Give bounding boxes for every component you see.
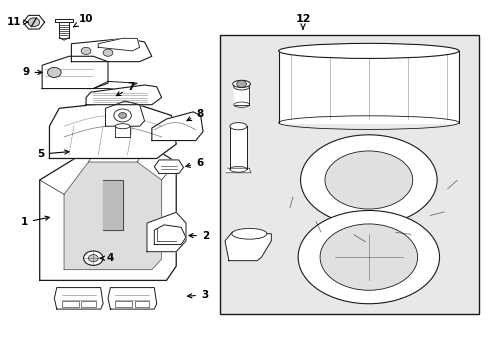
Ellipse shape (115, 124, 130, 129)
Circle shape (119, 113, 126, 118)
Ellipse shape (300, 135, 436, 225)
Polygon shape (108, 288, 157, 309)
Polygon shape (225, 168, 250, 173)
Polygon shape (224, 232, 271, 261)
Ellipse shape (278, 43, 458, 58)
Polygon shape (54, 288, 103, 309)
Bar (220, 35, 478, 315)
Text: 4: 4 (100, 253, 114, 263)
Bar (61, 301, 79, 307)
Circle shape (81, 47, 91, 54)
Polygon shape (229, 126, 246, 169)
Polygon shape (115, 126, 130, 137)
Polygon shape (103, 180, 122, 230)
Bar (115, 301, 132, 307)
Ellipse shape (232, 80, 250, 87)
Ellipse shape (231, 228, 266, 239)
Polygon shape (64, 162, 161, 270)
Text: 2: 2 (189, 231, 209, 240)
Polygon shape (42, 56, 108, 89)
Polygon shape (147, 212, 185, 252)
Circle shape (83, 251, 103, 265)
Polygon shape (233, 87, 249, 105)
Circle shape (88, 255, 98, 262)
Text: 9: 9 (22, 67, 42, 77)
Bar (81, 301, 96, 307)
Circle shape (47, 67, 61, 77)
Ellipse shape (229, 123, 246, 130)
Text: 12: 12 (295, 14, 310, 29)
Polygon shape (105, 101, 144, 126)
Polygon shape (40, 144, 176, 280)
Text: 3: 3 (187, 290, 208, 300)
Circle shape (103, 49, 113, 56)
Text: 5: 5 (37, 149, 69, 159)
Polygon shape (71, 39, 152, 62)
Text: 1: 1 (20, 216, 49, 227)
Polygon shape (154, 160, 183, 174)
Text: 7: 7 (116, 82, 135, 96)
Bar (135, 301, 149, 307)
Polygon shape (93, 81, 137, 89)
Circle shape (236, 80, 246, 87)
Polygon shape (23, 15, 44, 29)
Polygon shape (154, 225, 185, 244)
Text: 10: 10 (73, 14, 93, 27)
Polygon shape (86, 85, 161, 105)
Ellipse shape (325, 151, 412, 209)
Polygon shape (98, 39, 140, 51)
Ellipse shape (233, 84, 249, 90)
Polygon shape (49, 101, 176, 158)
Text: 11: 11 (7, 17, 28, 27)
Text: 6: 6 (185, 158, 203, 168)
Polygon shape (278, 51, 458, 123)
Text: 8: 8 (187, 109, 203, 121)
Ellipse shape (320, 224, 417, 290)
Circle shape (28, 18, 40, 27)
Ellipse shape (298, 211, 439, 304)
Polygon shape (152, 112, 203, 140)
Circle shape (114, 109, 131, 122)
Polygon shape (55, 19, 73, 22)
